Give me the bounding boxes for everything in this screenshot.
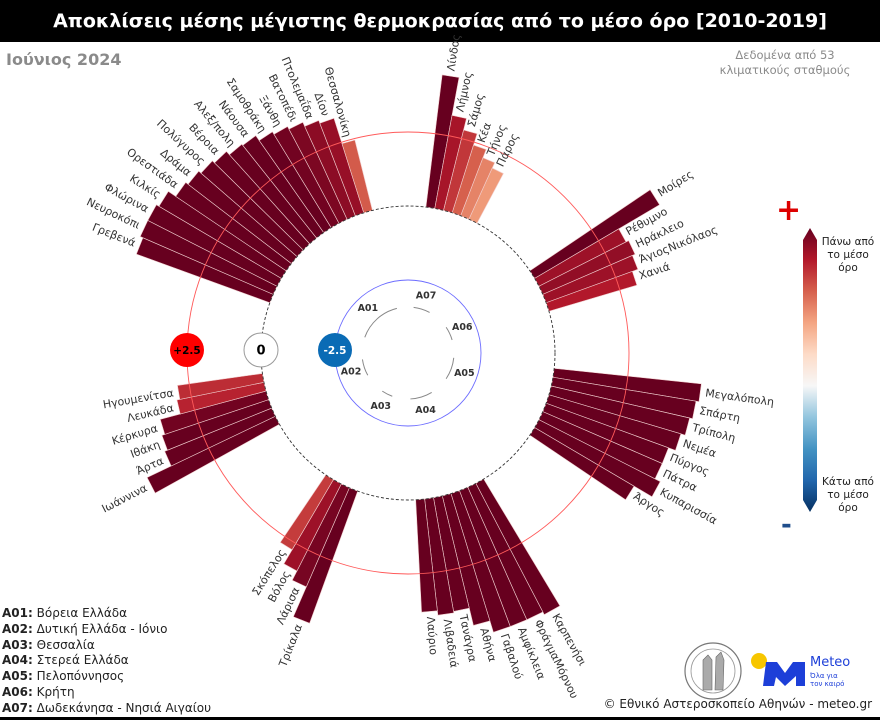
bar-Ηγουμενίτσα — [177, 373, 265, 400]
above-average-label: Πάνω από το μέσο όρο — [821, 236, 875, 274]
group-legend: A01: Βόρεια Ελλάδα A02: Δυτική Ελλάδα - … — [2, 606, 211, 717]
group-arc-A06 — [445, 326, 453, 341]
bar-Αθήνα — [441, 493, 491, 626]
bar-Δίον — [319, 117, 365, 217]
station-label: Αθήνα — [477, 626, 499, 663]
bar-Σαμοθράκη — [258, 131, 332, 233]
bar-Ορεστιάδα — [175, 181, 292, 272]
ring-marker-0 — [243, 332, 279, 368]
legend-item: A02: Δυτική Ελλάδα - Ιόνιο — [2, 621, 168, 636]
group-code-A03: A03 — [370, 401, 391, 412]
station-label: Σπάρτη — [698, 404, 741, 425]
group-arc-A01 — [364, 307, 397, 338]
plus-sign: + — [776, 193, 802, 228]
below-average-label: Κάτω από το μέσο όρο — [822, 476, 874, 514]
bar-Τρίπολη — [548, 385, 691, 436]
station-label: Λίνδος — [444, 33, 463, 72]
bar-Άργος — [529, 427, 635, 501]
group-arc-A02 — [361, 359, 369, 376]
group-code-A06: A06 — [452, 322, 473, 333]
observatory-seal-logo — [684, 642, 742, 700]
ring-marker-+2.5 — [170, 333, 204, 367]
bar-Κέα — [451, 144, 487, 217]
bottom-divider — [0, 717, 880, 720]
station-label: Μεγαλόπολη — [704, 387, 774, 409]
legend-item: A03: Θεσσαλία — [2, 637, 95, 652]
meteo-tagline: Όλα για τον καιρό — [810, 672, 845, 688]
month-label: Ιούνιος 2024 — [6, 50, 122, 69]
ring-0 — [260, 205, 556, 501]
title-text: Αποκλίσεις μέσης μέγιστης θερμοκρασίας α… — [53, 10, 827, 32]
group-code-A07: A07 — [416, 290, 437, 301]
group-arc-A04 — [410, 391, 432, 400]
bar-Ιωάννινα — [146, 415, 280, 494]
ring-marker-label: -2.5 — [324, 345, 347, 357]
legend-item: A05: Πελοπόννησος — [2, 669, 125, 684]
ring-marker--2.5 — [318, 333, 352, 367]
group-codes-layer: A07 A06 A05 A04 A03 A02 A01 — [341, 290, 475, 416]
bar-Τρίκαλα — [292, 487, 359, 624]
station-label: Κέα — [475, 121, 494, 145]
source-note: Δεδομένα από 53 κλιματικούς σταθμούς — [700, 48, 870, 78]
bar-ΆγιοςΝικόλαος — [542, 255, 639, 304]
bar-Νάουσα — [242, 135, 325, 239]
bar-Σάμος — [443, 129, 478, 214]
group-arc-A03 — [381, 390, 393, 397]
chart-title: Αποκλίσεις μέσης μέγιστης θερμοκρασίας α… — [0, 0, 880, 42]
source-line-1: Δεδομένα από 53 — [735, 48, 835, 62]
group-arc-A07 — [413, 306, 430, 313]
station-label: Τρίκαλα — [276, 622, 305, 669]
ring-marker-label: +2.5 — [173, 345, 200, 357]
legend-item: A04: Στερεά Ελλάδα — [2, 653, 129, 668]
ring-marker-label: 0 — [256, 344, 265, 359]
group-arc-A05 — [445, 357, 455, 380]
station-label: Λαύριο — [424, 616, 440, 656]
colorbar-gradient — [803, 228, 817, 512]
legend-item: A01: Βόρεια Ελλάδα — [2, 606, 128, 620]
minus-sign: - — [781, 510, 792, 540]
bar-Ηράκλειο — [538, 240, 636, 295]
colorbar — [803, 228, 817, 512]
group-code-A04: A04 — [415, 405, 436, 416]
bars-layer — [135, 74, 702, 633]
bar-Θεσσαλονίκη — [341, 139, 373, 214]
group-code-A05: A05 — [454, 368, 475, 379]
legend-item: A06: Κρήτη — [2, 684, 75, 699]
bar-Λευκάδα — [176, 381, 267, 415]
station-label: Ιωάννινα — [100, 481, 150, 515]
meteo-brand-name: Meteo — [810, 655, 851, 670]
source-line-2: κλιματικούς σταθμούς — [719, 63, 851, 77]
station-label: Λιβαδειά — [441, 618, 461, 669]
station-label: Μοίρες — [655, 168, 695, 200]
bar-Νεμέα — [545, 394, 682, 451]
legend-item: A07: Δωδεκάνησα - Νησιά Αιγαίου — [2, 700, 212, 715]
group-code-A02: A02 — [341, 367, 362, 378]
copyright[interactable]: © Εθνικό Αστεροσκοπείο Αθηνών - meteo.gr — [603, 697, 872, 711]
group-code-A01: A01 — [358, 303, 379, 314]
bar-Δράμα — [187, 170, 298, 264]
meteo-logo — [751, 653, 805, 686]
ring--2.5 — [334, 279, 482, 427]
ring-markers: -2.5 0 +2.5 — [170, 332, 352, 368]
